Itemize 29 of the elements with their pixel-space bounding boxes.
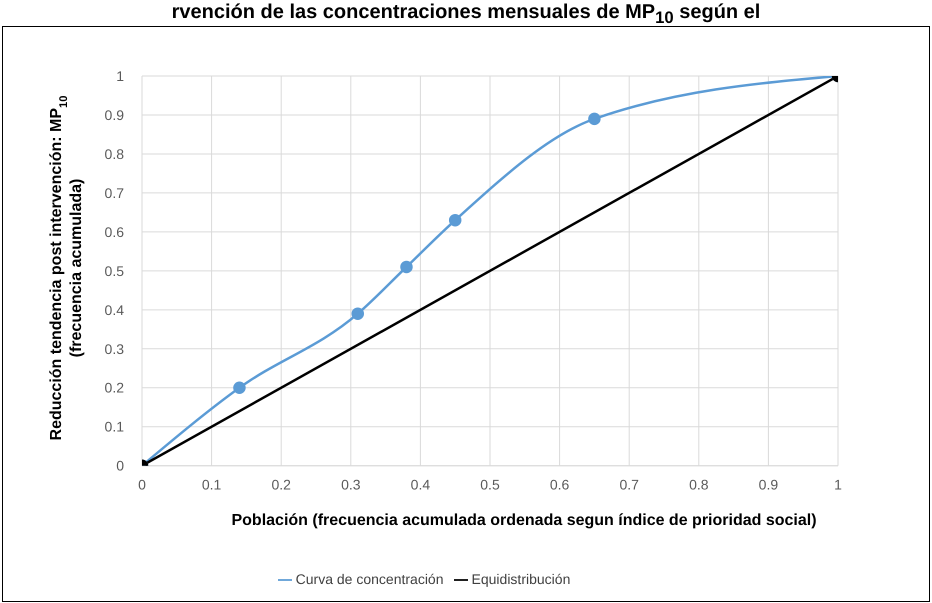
- point: [448, 214, 462, 226]
- y-tick-label: 0.2: [104, 380, 124, 396]
- x-tick-label: 0: [138, 476, 146, 493]
- x-tick-label: 0.8: [689, 476, 709, 493]
- y-tick-label: 0.9: [104, 106, 124, 123]
- y-tick-label: 0.1: [104, 418, 124, 435]
- point: [352, 307, 364, 320]
- x-tick-label: 0.4: [410, 476, 430, 493]
- x-tick-label: 0.3: [341, 476, 361, 493]
- y-tick-label: 0.3: [104, 340, 124, 357]
- x-tick-label: 0.1: [202, 476, 222, 493]
- x-tick-label: 1: [834, 476, 842, 493]
- x-tick-label: 0.2: [271, 476, 292, 493]
- x-tick-label: 0.9: [758, 476, 778, 493]
- x-tick-label: 0.7: [619, 476, 640, 493]
- y-tick-label: 0.6: [104, 224, 124, 240]
- point: [400, 260, 413, 274]
- y-tick-label: 0.8: [104, 146, 124, 162]
- y-tick-label: 0.5: [104, 262, 124, 279]
- x-tick-label: 0.5: [480, 476, 500, 493]
- chart-title: rvención de las concentraciones mensuales de MP$_{10}$ según el: [172, 1, 760, 27]
- x-axis-title: Población (frecuencia acumulada ordenada segun índice de prioridad social): [231, 512, 817, 529]
- y-tick-label: 0: [116, 458, 124, 474]
- x-tick-label: 0.6: [550, 476, 570, 493]
- y-tick-label: 1: [116, 68, 124, 84]
- legend-label: Curva de concentración: [296, 570, 444, 587]
- y-tick-label: 0.7: [104, 184, 124, 201]
- y-tick-label: 0.4: [104, 302, 124, 318]
- legend-label: Equidistribución: [472, 570, 570, 587]
